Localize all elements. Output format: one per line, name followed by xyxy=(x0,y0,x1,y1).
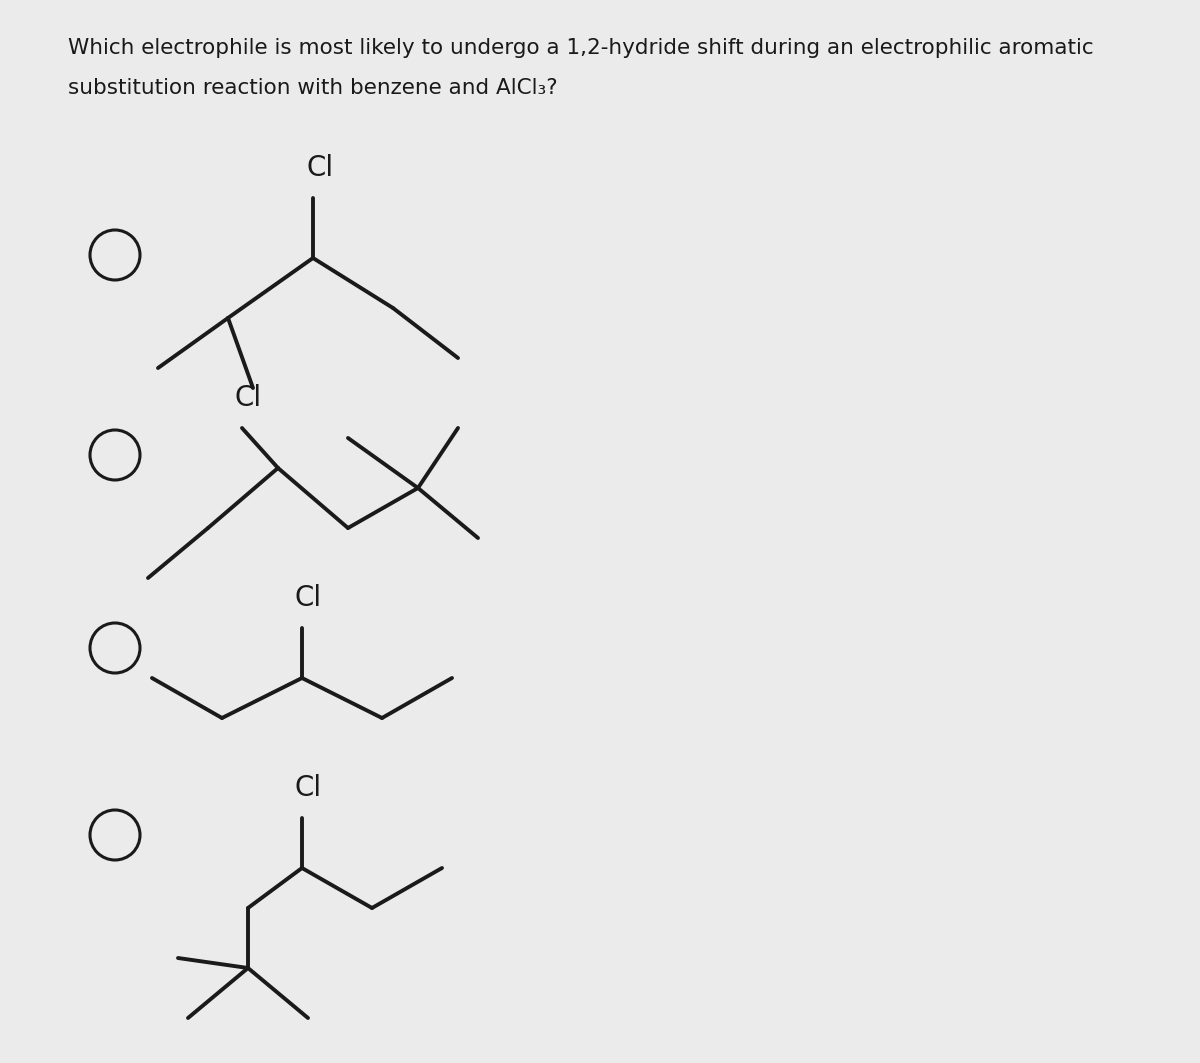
Text: substitution reaction with benzene and AlCl₃?: substitution reaction with benzene and A… xyxy=(68,78,558,98)
Text: Cl: Cl xyxy=(306,154,334,182)
Text: Cl: Cl xyxy=(234,384,262,412)
Text: Which electrophile is most likely to undergo a 1,2-hydride shift during an elect: Which electrophile is most likely to und… xyxy=(68,38,1093,58)
Text: Cl: Cl xyxy=(294,584,322,612)
Text: Cl: Cl xyxy=(294,774,322,802)
